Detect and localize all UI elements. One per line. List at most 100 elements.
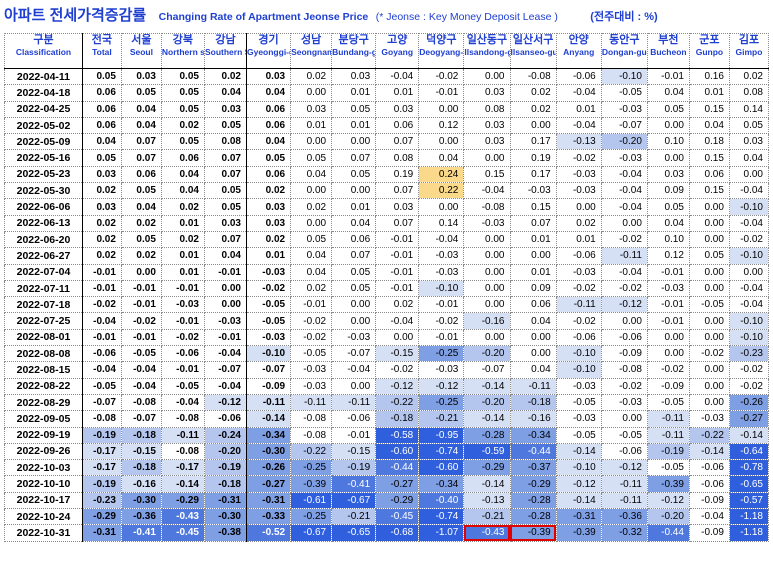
cell-northern-seoul: 0.06 [160, 149, 205, 167]
cell-northern-seoul: -0.14 [160, 475, 205, 493]
cell-dongan-gu: -0.11 [600, 491, 648, 510]
cell-goyang: -0.60 [375, 442, 420, 461]
cell-total: -0.08 [81, 410, 122, 428]
cell-ilsanseo-gu: -0.03 [509, 182, 557, 200]
cell-northern-seoul: -0.29 [160, 491, 205, 510]
cell-seongnam: 0.04 [290, 247, 333, 265]
row-date: 2022-08-15 [4, 361, 83, 379]
cell-ilsanseo-gu: -0.29 [509, 475, 557, 493]
table-row: 2022-10-10 -0.19 -0.16 -0.14 -0.18 -0.27 -0.39… [4, 475, 770, 493]
cell-ilsandong-gu: -0.04 [463, 182, 511, 200]
cell-seongnam: 0.00 [290, 182, 333, 200]
cell-seongnam: -0.39 [290, 475, 333, 493]
cell-gimpo: -0.10 [728, 198, 770, 216]
cell-deogyang-gu: -0.01 [418, 328, 465, 347]
cell-seoul: 0.05 [120, 84, 162, 102]
cell-anyang: -0.02 [555, 149, 602, 167]
cell-bucheon: 0.05 [646, 198, 690, 216]
cell-total: -0.19 [81, 426, 122, 444]
cell-anyang: -0.03 [555, 182, 602, 200]
table-row: 2022-06-06 0.03 0.04 0.02 0.05 0.03 0.02 0.01 0.… [4, 198, 770, 216]
table-row: 2022-09-05 -0.08 -0.07 -0.08 -0.06 -0.14 -0.08… [4, 410, 770, 428]
cell-total: -0.31 [81, 524, 122, 542]
header-row: 구분 Classification 전국 Total 서울 Seoul 강북 Northern… [4, 33, 770, 69]
cell-gimpo: 0.14 [728, 100, 770, 118]
cell-bundang-gu: 0.00 [331, 296, 377, 314]
cell-deogyang-gu: -0.01 [418, 296, 465, 314]
cell-goyang: -0.45 [375, 508, 420, 526]
row-date: 2022-05-23 [4, 165, 83, 184]
cell-ilsanseo-gu: 0.00 [509, 116, 557, 135]
column-header-korean: 일산동구 [466, 34, 508, 47]
cell-goyang: -0.22 [375, 393, 420, 412]
cell-bundang-gu: 0.05 [331, 165, 377, 184]
cell-southern-seoul: 0.00 [203, 279, 247, 298]
cell-bucheon: -0.03 [646, 279, 690, 298]
cell-anyang: -0.02 [555, 279, 602, 298]
table-row: 2022-04-18 0.06 0.05 0.05 0.04 0.04 0.00 0.01 0.… [4, 84, 770, 102]
cell-ilsanseo-gu: 0.04 [509, 361, 557, 379]
cell-goyang: 0.07 [375, 214, 420, 232]
cell-dongan-gu: -0.06 [600, 328, 648, 347]
cell-seongnam: 0.00 [290, 133, 333, 151]
cell-seoul: 0.04 [120, 198, 162, 216]
cell-ilsanseo-gu: -0.28 [509, 508, 557, 526]
cell-bundang-gu: 0.07 [331, 247, 377, 265]
cell-bundang-gu: -0.15 [331, 442, 377, 461]
cell-gimpo: -0.57 [728, 491, 770, 510]
row-date: 2022-05-02 [4, 116, 83, 135]
column-header-korean: 강북 [172, 34, 194, 47]
cell-seongnam: 0.00 [290, 84, 333, 102]
cell-seoul: 0.07 [120, 133, 162, 151]
cell-gimpo: -0.10 [728, 312, 770, 330]
cell-goyang: -0.44 [375, 459, 420, 477]
cell-bundang-gu: 0.05 [331, 100, 377, 118]
cell-seongnam: -0.61 [290, 491, 333, 510]
cell-bucheon: 0.10 [646, 133, 690, 151]
cell-dongan-gu: -0.07 [600, 116, 648, 135]
cell-ilsanseo-gu: 0.07 [509, 214, 557, 232]
row-date: 2022-10-03 [4, 459, 83, 477]
cell-ilsandong-gu: -0.20 [463, 393, 511, 412]
cell-total: -0.17 [81, 442, 122, 461]
cell-seongnam: 0.03 [290, 100, 333, 118]
cell-dongan-gu: -0.04 [600, 263, 648, 281]
cell-southern-seoul: 0.05 [203, 182, 247, 200]
cell-ilsandong-gu: 0.00 [463, 247, 511, 265]
cell-gyeonggi-do: 0.03 [245, 67, 292, 86]
cell-northern-seoul: -0.01 [160, 279, 205, 298]
cell-seoul: -0.08 [120, 393, 162, 412]
cell-seoul: -0.04 [120, 361, 162, 379]
cell-goyang: 0.19 [375, 165, 420, 184]
cell-anyang: -0.04 [555, 116, 602, 135]
column-header-korean: 분당구 [338, 34, 369, 47]
column-header-english: Gunpo [695, 47, 724, 57]
cell-bucheon: -0.01 [646, 263, 690, 281]
cell-southern-seoul: 0.07 [203, 230, 247, 249]
cell-southern-seoul: -0.24 [203, 426, 247, 444]
table-row: 2022-08-29 -0.07 -0.08 -0.04 -0.12 -0.11 -0.11… [4, 393, 770, 412]
cell-ilsandong-gu: -0.20 [463, 345, 511, 363]
cell-seoul: 0.00 [120, 263, 162, 281]
cell-deogyang-gu: 0.14 [418, 214, 465, 232]
cell-dongan-gu: -0.08 [600, 361, 648, 379]
cell-gyeonggi-do: 0.04 [245, 133, 292, 151]
column-header-gimpo: 김포 Gimpo [728, 33, 770, 69]
cell-total: 0.05 [81, 149, 122, 167]
cell-seoul: 0.03 [120, 67, 162, 86]
cell-dongan-gu: -0.11 [600, 475, 648, 493]
cell-anyang: 0.01 [555, 100, 602, 118]
table-row: 2022-05-09 0.04 0.07 0.05 0.08 0.04 0.00 0.00 0.… [4, 133, 770, 151]
column-header-korean: 덕양구 [426, 34, 457, 47]
cell-goyang: -0.58 [375, 426, 420, 444]
cell-bucheon: -0.11 [646, 426, 690, 444]
row-date: 2022-08-22 [4, 377, 83, 395]
cell-gimpo: -0.02 [728, 361, 770, 379]
cell-seongnam: 0.04 [290, 165, 333, 184]
cell-bucheon: 0.04 [646, 214, 690, 232]
cell-northern-seoul: 0.04 [160, 182, 205, 200]
cell-anyang: -0.13 [555, 133, 602, 151]
